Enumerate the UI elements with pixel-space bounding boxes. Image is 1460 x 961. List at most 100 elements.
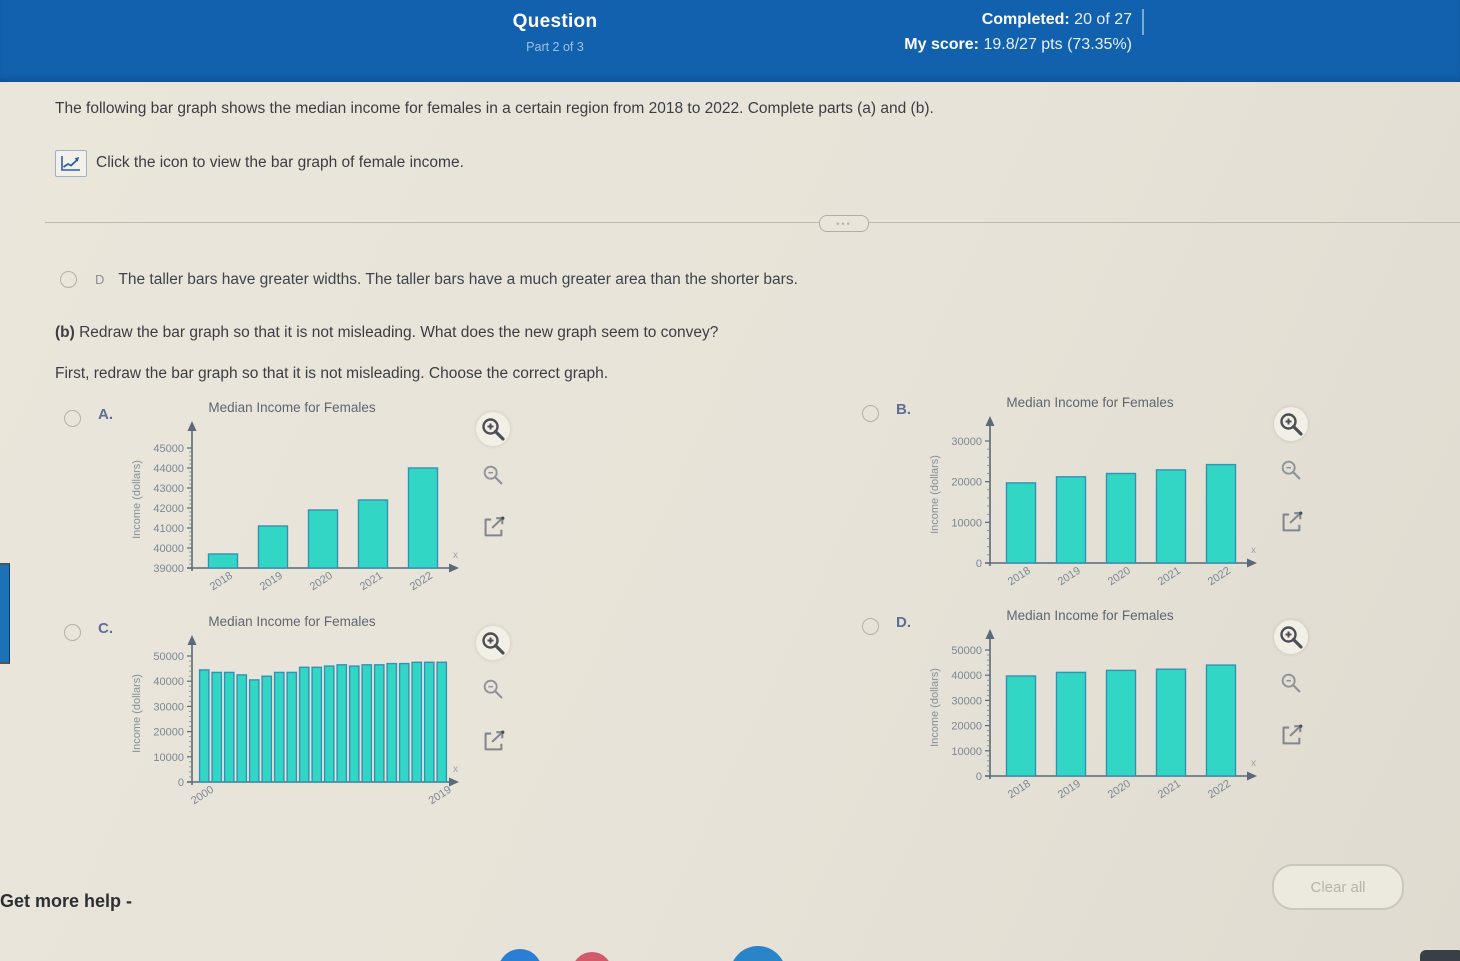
zoom-icon[interactable] — [1274, 666, 1308, 700]
svg-text:2019: 2019 — [258, 570, 285, 593]
svg-text:2020: 2020 — [1106, 565, 1133, 588]
svg-text:x: x — [1251, 758, 1256, 769]
problem-statement: The following bar graph shows the median… — [55, 100, 934, 117]
bar — [1205, 664, 1237, 777]
svg-text:20000: 20000 — [951, 721, 982, 733]
option-c-radio[interactable] — [64, 624, 81, 641]
zoom-icon[interactable] — [476, 672, 510, 706]
bar — [361, 664, 373, 783]
bottom-dock-icon-blue — [498, 949, 542, 961]
svg-text:Income (dollars): Income (dollars) — [131, 460, 143, 539]
bar — [1055, 671, 1087, 777]
bar — [307, 509, 339, 569]
bar — [357, 499, 389, 569]
svg-text:2018: 2018 — [1006, 778, 1033, 801]
open-in-new-window-icon[interactable] — [1274, 505, 1308, 539]
svg-text:10000: 10000 — [951, 746, 982, 758]
svg-text:x: x — [453, 550, 458, 561]
part-b-label: (b) — [55, 324, 75, 341]
part-indicator: Part 2 of 3 — [526, 40, 584, 54]
svg-text:20000: 20000 — [153, 727, 184, 739]
svg-text:2021: 2021 — [1156, 778, 1183, 801]
my-score-status: My score: 19.8/27 pts (73.35%) — [712, 36, 1132, 54]
bar — [323, 665, 335, 783]
bar-graph-icon[interactable] — [55, 150, 87, 177]
view-graph-hint: Click the icon to view the bar graph of … — [96, 154, 464, 171]
bar — [298, 666, 310, 783]
option-d-chart: 0 10000 20000 30000 40000 50000 2018 2019 2020 20… — [929, 629, 1257, 801]
bar — [273, 671, 285, 783]
svg-text:2019: 2019 — [1056, 778, 1083, 801]
clear-all-button[interactable]: Clear all — [1272, 864, 1404, 910]
svg-text:43000: 43000 — [153, 483, 184, 495]
zoom-in-icon[interactable] — [1274, 407, 1308, 441]
answer-option-b: B. Median Income for Females 0 10000 20000… — [860, 393, 1330, 601]
bar — [207, 553, 239, 569]
svg-text:40000: 40000 — [153, 676, 184, 688]
bar — [286, 671, 298, 783]
score-label: My score: — [904, 36, 979, 53]
score-value: 19.8/27 pts (73.35%) — [983, 36, 1132, 53]
bar — [1205, 463, 1237, 564]
answer-option-a: A. Median Income for Females 39000 40000 4… — [62, 398, 532, 606]
bar — [1055, 476, 1087, 564]
svg-text:30000: 30000 — [153, 701, 184, 713]
svg-text:44000: 44000 — [153, 463, 184, 475]
svg-text:2018: 2018 — [1006, 565, 1033, 588]
bar — [236, 674, 248, 783]
bar — [1155, 469, 1187, 564]
bottom-dock-icon-blue-2 — [730, 946, 786, 961]
part-a-option-text: The taller bars have greater widths. The… — [118, 271, 798, 288]
score-panel: Completed: 20 of 27 My score: 19.8/27 pt… — [712, 11, 1132, 54]
option-a-chart-title: Median Income for Females — [208, 400, 376, 415]
svg-text:2019: 2019 — [1056, 565, 1083, 588]
option-b-chart: 0 10000 20000 30000 2018 2019 2020 2021 2022 x Inc… — [929, 416, 1257, 588]
option-a-chart: 39000 40000 41000 42000 43000 44000 45000 2018 2… — [131, 421, 459, 593]
bar — [261, 675, 273, 783]
svg-text:2022: 2022 — [408, 570, 435, 593]
bar — [223, 671, 235, 783]
zoom-in-icon[interactable] — [476, 412, 510, 446]
option-d-chart-title: Median Income for Females — [1006, 608, 1174, 623]
bar — [1105, 472, 1137, 564]
option-b-radio[interactable] — [862, 405, 879, 422]
open-in-new-window-icon[interactable] — [1274, 718, 1308, 752]
bar — [348, 665, 360, 783]
part-b-prompt: (b) Redraw the bar graph so that it is n… — [55, 324, 718, 342]
left-edge-artifact — [0, 563, 10, 664]
zoom-in-icon[interactable] — [1274, 620, 1308, 654]
open-in-new-window-icon[interactable] — [476, 724, 510, 758]
svg-text:2020: 2020 — [1106, 778, 1133, 801]
part-a-option-letter: D — [95, 272, 105, 287]
svg-text:40000: 40000 — [951, 670, 982, 682]
zoom-in-icon[interactable] — [476, 626, 510, 660]
svg-text:Income (dollars): Income (dollars) — [131, 674, 143, 753]
collapse-handle[interactable]: ••• — [819, 215, 869, 232]
svg-text:2018: 2018 — [208, 570, 235, 593]
svg-text:2022: 2022 — [1206, 778, 1233, 801]
bar — [436, 661, 448, 783]
bar — [386, 662, 398, 783]
svg-text:42000: 42000 — [153, 503, 184, 515]
part-b-question: Redraw the bar graph so that it is not m… — [74, 324, 719, 341]
choose-graph-instruction: First, redraw the bar graph so that it i… — [55, 365, 609, 382]
question-header: Question Part 2 of 3 Completed: 20 of 27… — [0, 0, 1460, 82]
get-more-help-link[interactable]: Get more help - — [0, 891, 133, 911]
option-d-radio[interactable] — [862, 618, 879, 635]
completed-status: Completed: 20 of 27 — [712, 11, 1132, 29]
svg-text:39000: 39000 — [153, 563, 184, 575]
completed-value: 20 of 27 — [1074, 11, 1132, 28]
part-a-option-row: D The taller bars have greater widths. T… — [60, 271, 798, 289]
bottom-right-artifact — [1420, 950, 1460, 961]
answer-option-c: C. Median Income for Females 0 10000 20000… — [62, 612, 532, 820]
section-divider — [45, 222, 1460, 223]
open-in-new-window-icon[interactable] — [476, 510, 510, 544]
option-b-chart-title: Median Income for Females — [1006, 395, 1174, 410]
zoom-icon[interactable] — [1274, 453, 1308, 487]
zoom-icon[interactable] — [476, 458, 510, 492]
svg-text:2022: 2022 — [1206, 565, 1233, 588]
part-a-option-radio[interactable] — [60, 271, 77, 288]
bar — [411, 661, 423, 783]
option-a-radio[interactable] — [64, 410, 81, 427]
